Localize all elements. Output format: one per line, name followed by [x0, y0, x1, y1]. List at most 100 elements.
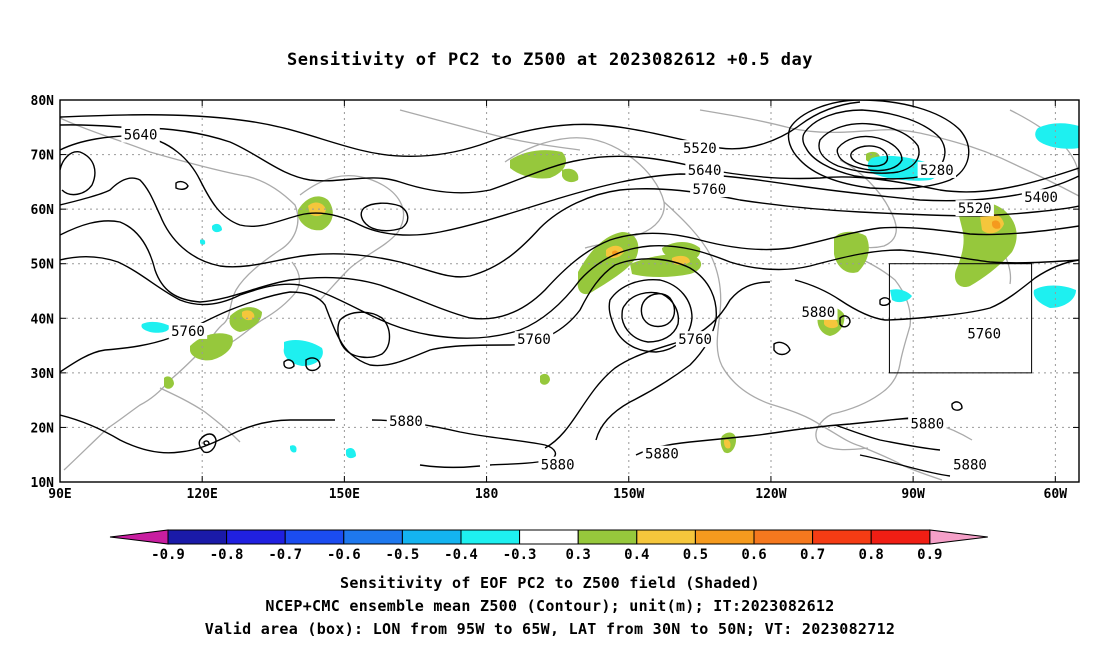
colorbar-segment — [343, 529, 403, 545]
colorbar-segment — [636, 529, 696, 545]
colorbar-label: 0.5 — [683, 547, 708, 563]
colorbar-segment — [284, 529, 345, 545]
colorbar-under-triangle — [109, 529, 169, 545]
contour-label: 5880 — [389, 414, 423, 430]
shade-positive — [540, 373, 550, 385]
shade-positive-050 — [724, 439, 731, 449]
contour-line — [60, 101, 861, 158]
lat-tick-label: 40N — [31, 312, 55, 327]
contour-line — [419, 464, 481, 469]
shade-positive — [190, 333, 233, 361]
contour-label-bg — [514, 331, 554, 348]
contour-label: 5400 — [1024, 190, 1058, 206]
contour-label-bg — [168, 322, 208, 339]
contour-line — [60, 151, 96, 196]
contour-label-bg — [690, 181, 729, 198]
colorbar-segment — [460, 529, 521, 545]
colorbar-label: 0.9 — [917, 547, 942, 563]
valid-area-box — [888, 263, 1033, 374]
contour-line — [371, 419, 557, 466]
contour-label: 5520 — [683, 141, 717, 157]
contour-line — [283, 359, 295, 369]
coastline-china-south — [159, 387, 241, 443]
contour-line — [818, 122, 920, 174]
lon-tick-label: 90W — [901, 487, 925, 502]
chart-title: Sensitivity of PC2 to Z500 at 2023082612… — [286, 50, 813, 70]
contour-line — [879, 297, 891, 307]
contour-line — [60, 135, 1079, 236]
contour-line — [198, 433, 217, 454]
coastline-japan — [231, 261, 301, 343]
colorbar-label: -0.7 — [268, 547, 302, 563]
map-grid — [60, 100, 1079, 482]
lon-tick-label: 120E — [187, 487, 218, 502]
shade-negative — [141, 321, 170, 333]
shade-negative — [200, 239, 206, 245]
contour-line — [850, 145, 889, 167]
contour-label: 5760 — [171, 324, 205, 340]
contour-label-bg — [965, 325, 1004, 342]
contour-label-bg — [685, 161, 724, 178]
contour-label: 5760 — [967, 327, 1001, 343]
lon-tick-label: 120W — [755, 487, 786, 502]
colorbar-label: 0.6 — [741, 547, 766, 563]
contour-label-bg — [917, 161, 957, 178]
contour-line — [836, 135, 903, 172]
contour-line — [951, 401, 963, 411]
contour-label: 5880 — [645, 447, 679, 463]
contour-label-bg — [908, 415, 947, 432]
colorbar-segment — [519, 529, 579, 545]
shade-negative — [1033, 285, 1076, 308]
lon-tick-label: 60W — [1044, 487, 1068, 502]
contour-line — [60, 124, 1079, 194]
colorbar-label: -0.4 — [444, 547, 478, 563]
shade-positive — [562, 168, 579, 183]
contour-label: 5880 — [953, 458, 987, 474]
shade-negative — [346, 448, 356, 459]
colorbar-segment — [812, 529, 872, 545]
shade-negative — [890, 289, 912, 303]
contour-label: 5760 — [678, 332, 712, 348]
shade-positive-050 — [242, 310, 255, 321]
colorbar-segment — [753, 529, 814, 545]
contour-label: 5760 — [517, 332, 551, 348]
caption-shading: Sensitivity of EOF PC2 to Z500 field (Sh… — [340, 574, 760, 592]
shade-negative — [290, 445, 297, 453]
contour-label-bg — [121, 126, 160, 143]
colorbar-label: -0.3 — [503, 547, 537, 563]
lon-tick-label: 150W — [613, 487, 644, 502]
contour-line — [337, 311, 391, 359]
contour-label-bg — [675, 331, 715, 348]
lat-tick-label: 30N — [31, 367, 55, 382]
contour-label: 5880 — [910, 417, 944, 433]
contour-line — [773, 341, 791, 356]
contour-line — [859, 454, 951, 477]
coastline-canada-north — [699, 109, 1079, 197]
colorbar-segment — [694, 529, 755, 545]
colorbar-label: 0.3 — [566, 547, 591, 563]
colorbar-label: -0.5 — [386, 547, 420, 563]
lon-tick-label: 150E — [329, 487, 360, 502]
colorbar-label: 0.4 — [624, 547, 649, 563]
contour-line — [60, 414, 335, 454]
shade-positive — [577, 232, 639, 295]
contour-label-bg — [950, 456, 990, 473]
colorbar-label: 0.8 — [859, 547, 884, 563]
colorbar-segment — [167, 529, 228, 545]
shade-positive-060 — [992, 220, 1001, 229]
shade-positive — [510, 150, 566, 179]
contour-line — [60, 244, 1079, 339]
contour-label: 5760 — [692, 182, 726, 198]
contour-line — [635, 417, 911, 456]
coastline-north-america-west — [663, 201, 943, 481]
contour-label: 5880 — [541, 458, 575, 474]
lat-tick-label: 60N — [31, 203, 55, 218]
contour-line — [640, 293, 676, 328]
caption-contour: NCEP+CMC ensemble mean Z500 (Contour); u… — [265, 597, 835, 615]
map-frame — [59, 99, 1080, 483]
lat-tick-label: 20N — [31, 421, 55, 436]
contour-label-bg — [386, 412, 426, 429]
lon-tick-label: 180 — [475, 487, 499, 502]
